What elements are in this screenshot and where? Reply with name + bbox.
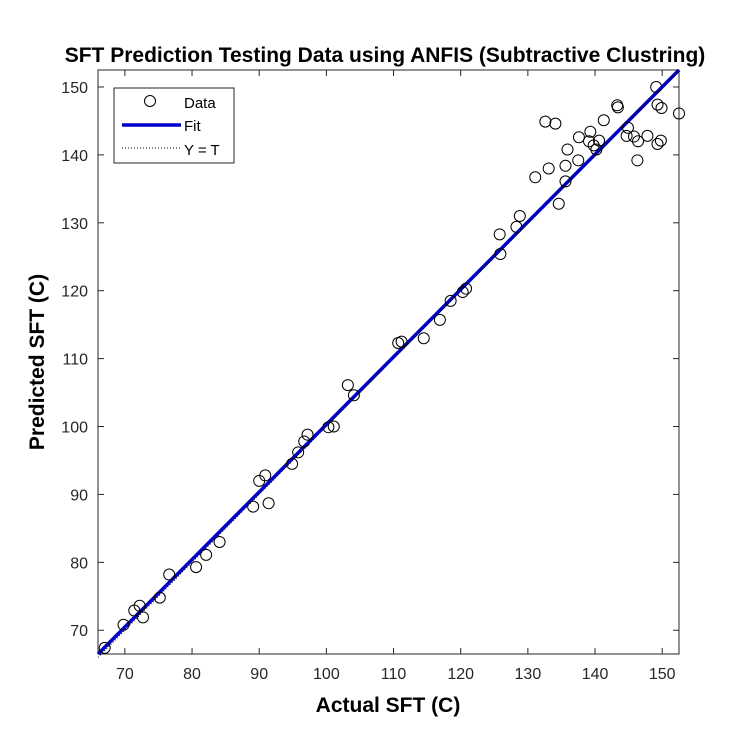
x-tick-label: 100 [313, 666, 340, 683]
data-point [620, 129, 633, 142]
data-point [510, 220, 523, 233]
x-axis: 70 80 90 100 110 120 130 140 150 [116, 70, 676, 683]
chart-title: SFT Prediction Testing Data using ANFIS … [65, 44, 706, 67]
data-point [539, 115, 552, 128]
y-tick-label: 110 [62, 352, 88, 369]
data-point [292, 446, 305, 459]
data-point [133, 599, 146, 612]
x-tick-label: 130 [515, 666, 542, 683]
data-point [590, 143, 603, 156]
x-tick-label: 80 [183, 666, 201, 683]
data-point [456, 286, 469, 299]
data-point [529, 171, 542, 184]
data-point [190, 561, 203, 574]
data-point [597, 114, 610, 127]
data-point [213, 535, 226, 548]
data-point [247, 500, 260, 513]
data-point [460, 282, 473, 295]
data-point [655, 102, 668, 115]
data-point [117, 618, 130, 631]
data-point [582, 135, 595, 148]
data-point [395, 335, 408, 348]
data-point [627, 130, 640, 143]
legend-data-label: Data [184, 95, 216, 112]
data-point [200, 548, 213, 561]
data-point [542, 162, 555, 175]
x-tick-label: 110 [381, 666, 407, 683]
data-point [341, 379, 354, 392]
data-point [286, 457, 299, 470]
data-point [611, 101, 624, 114]
data-point [559, 175, 572, 188]
data-point [549, 117, 562, 130]
x-tick-label: 90 [250, 666, 268, 683]
x-tick-label: 140 [582, 666, 609, 683]
data-point [654, 134, 667, 147]
data-point [651, 138, 664, 151]
y-tick-label: 130 [61, 216, 88, 233]
data-point [301, 428, 314, 441]
data-point [584, 125, 597, 138]
data-point [632, 135, 645, 148]
data-point [621, 121, 634, 134]
y-tick-label: 70 [70, 623, 88, 640]
legend: Data Fit Y = T [113, 87, 235, 164]
legend-fit-label: Fit [184, 118, 201, 135]
data-point [444, 294, 457, 307]
data-point [327, 420, 340, 433]
data-point [650, 80, 663, 93]
data-point [262, 497, 275, 510]
fit-line [96, 68, 681, 656]
data-point [559, 159, 572, 172]
y-tick-label: 120 [61, 284, 88, 301]
y-axis: 70 80 90 100 110 120 130 140 150 [61, 80, 679, 640]
y-tick-label: 140 [61, 148, 88, 165]
y-tick-label: 90 [70, 487, 88, 504]
y-tick-label: 80 [70, 555, 88, 572]
x-axis-label: Actual SFT (C) [316, 694, 461, 717]
y-axis-label: Predicted SFT (C) [26, 274, 49, 450]
x-tick-label: 150 [649, 666, 676, 683]
data-point [561, 143, 574, 156]
y-tick-label: 100 [61, 420, 88, 437]
data-point [137, 611, 150, 624]
data-point [552, 197, 565, 210]
data-point [641, 129, 654, 142]
data-point [593, 134, 606, 147]
data-point [259, 469, 272, 482]
x-tick-label: 120 [447, 666, 474, 683]
data-markers [98, 80, 685, 654]
data-point [433, 313, 446, 326]
data-point [572, 131, 585, 144]
data-point [153, 591, 166, 604]
data-point [651, 98, 664, 111]
data-point [673, 107, 685, 120]
x-tick-label: 70 [116, 666, 134, 683]
data-point [347, 389, 360, 402]
data-point [493, 228, 506, 241]
axes-box [97, 69, 680, 655]
legend-yt-label: Y = T [184, 142, 220, 159]
legend-data-marker [144, 95, 156, 107]
data-point [417, 332, 430, 345]
data-point [322, 421, 335, 434]
data-point [631, 154, 644, 167]
data-point [163, 568, 176, 581]
data-point [298, 435, 311, 448]
data-point [513, 210, 526, 222]
y-tick-label: 150 [61, 80, 88, 97]
data-point [572, 154, 585, 167]
plot-area: 70 80 90 100 110 120 130 140 150 70 80 90 100 110 120… [61, 68, 685, 683]
data-point [494, 248, 507, 261]
lines [96, 68, 681, 658]
data-point [98, 641, 111, 654]
